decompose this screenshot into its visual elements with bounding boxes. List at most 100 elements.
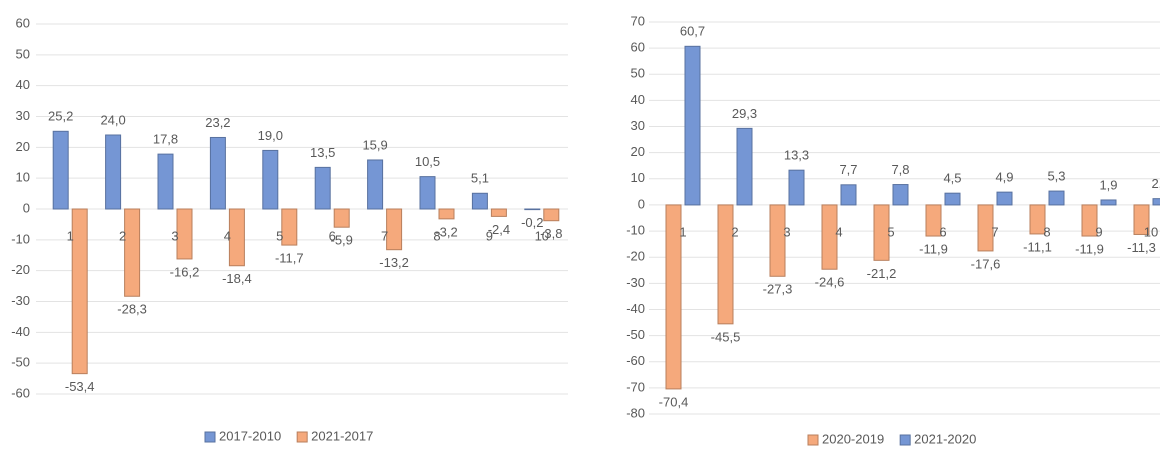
data-label: -11,1 <box>1023 239 1052 254</box>
bar <box>944 192 961 206</box>
bar <box>717 204 734 325</box>
y-tick-label: 0 <box>638 196 645 211</box>
bar <box>386 208 403 251</box>
legend-label: 2021-2017 <box>311 428 373 443</box>
y-tick-label: 70 <box>631 13 645 28</box>
data-label: -17,6 <box>971 256 1001 271</box>
data-label: -70,4 <box>659 394 689 409</box>
data-label: -28,3 <box>117 302 147 317</box>
x-tick-label: 9 <box>486 228 493 243</box>
y-tick-label: -50 <box>626 327 645 342</box>
data-label: 5,3 <box>1047 169 1065 184</box>
x-tick-label: 1 <box>679 224 686 239</box>
x-tick-label: 10 <box>1144 224 1158 239</box>
y-tick-label: 20 <box>631 144 645 159</box>
x-tick-label: 3 <box>783 224 790 239</box>
data-label: 7,8 <box>891 162 909 177</box>
bar <box>1133 204 1150 235</box>
x-tick-label: 10 <box>535 228 549 243</box>
bar <box>209 136 226 210</box>
legend-swatch <box>296 431 308 443</box>
data-label: -2,4 <box>488 222 510 237</box>
bar <box>314 166 331 210</box>
x-tick-label: 1 <box>67 228 74 243</box>
y-tick-label: 0 <box>23 200 30 215</box>
bar <box>490 208 507 217</box>
y-tick-label: -30 <box>11 293 30 308</box>
bar <box>471 192 488 210</box>
data-label: -3,2 <box>435 224 457 239</box>
data-label: 25,2 <box>48 109 73 124</box>
x-tick-label: 9 <box>1095 224 1102 239</box>
y-tick-label: 10 <box>16 170 30 185</box>
y-tick-label: -80 <box>626 405 645 420</box>
bar <box>124 208 141 297</box>
y-tick-label: -10 <box>11 231 30 246</box>
x-tick-label: 7 <box>991 224 998 239</box>
bar <box>1029 204 1046 235</box>
y-tick-label: 60 <box>16 15 30 30</box>
data-label: -24,6 <box>815 275 845 290</box>
data-label: -21,2 <box>867 266 897 281</box>
data-label: -18,4 <box>222 271 252 286</box>
data-label: -0,2 <box>521 215 543 230</box>
data-label: 24,0 <box>100 112 125 127</box>
x-tick-label: 4 <box>224 228 231 243</box>
data-label: -27,3 <box>763 282 793 297</box>
bar <box>925 204 942 237</box>
bar <box>821 204 838 270</box>
bar <box>524 208 541 211</box>
x-tick-label: 8 <box>1043 224 1050 239</box>
bar <box>157 153 174 210</box>
data-label: 23,2 <box>205 115 230 130</box>
bar <box>543 208 560 222</box>
x-tick-label: 2 <box>119 228 126 243</box>
data-label: -16,2 <box>170 264 200 279</box>
legend-label: 2017-2010 <box>219 428 281 443</box>
x-tick-label: 4 <box>835 224 842 239</box>
bar <box>665 204 682 390</box>
y-tick-label: -10 <box>626 223 645 238</box>
y-tick-label: -30 <box>626 275 645 290</box>
x-tick-label: 3 <box>171 228 178 243</box>
bar <box>438 208 455 220</box>
legend-swatch <box>899 434 911 446</box>
data-label: 19,0 <box>258 128 283 143</box>
y-tick-label: 20 <box>16 139 30 154</box>
bar <box>1152 198 1160 206</box>
bar <box>1100 199 1117 206</box>
bar <box>52 130 69 210</box>
y-tick-label: -20 <box>626 249 645 264</box>
data-label: 13,5 <box>310 145 335 160</box>
data-label: -13,2 <box>379 255 409 270</box>
data-label: 60,7 <box>680 24 705 39</box>
data-label: 13,3 <box>784 148 809 163</box>
data-label: 2,4 <box>1151 176 1160 191</box>
data-label: -5,9 <box>330 233 352 248</box>
y-tick-label: 50 <box>631 66 645 81</box>
data-label: 4,5 <box>943 171 961 186</box>
x-tick-label: 2 <box>731 224 738 239</box>
bar <box>333 208 350 228</box>
data-label: 5,1 <box>471 171 489 186</box>
data-label: -53,4 <box>65 379 95 394</box>
data-label: 15,9 <box>362 137 387 152</box>
data-label: -3,8 <box>540 226 562 241</box>
bar <box>769 204 786 277</box>
data-label: 17,8 <box>153 132 178 147</box>
x-tick-label: 5 <box>276 228 283 243</box>
data-label: -11,7 <box>275 251 304 266</box>
data-label: -11,9 <box>919 241 948 256</box>
bar <box>684 45 701 206</box>
y-tick-label: 40 <box>631 92 645 107</box>
data-label: -11,3 <box>1127 240 1156 255</box>
y-tick-label: 30 <box>631 118 645 133</box>
bar <box>262 149 279 210</box>
y-tick-label: -40 <box>626 301 645 316</box>
bar <box>281 208 298 246</box>
y-tick-label: -50 <box>11 355 30 370</box>
bar <box>892 184 909 206</box>
x-tick-label: 6 <box>939 224 946 239</box>
bar <box>176 208 193 260</box>
